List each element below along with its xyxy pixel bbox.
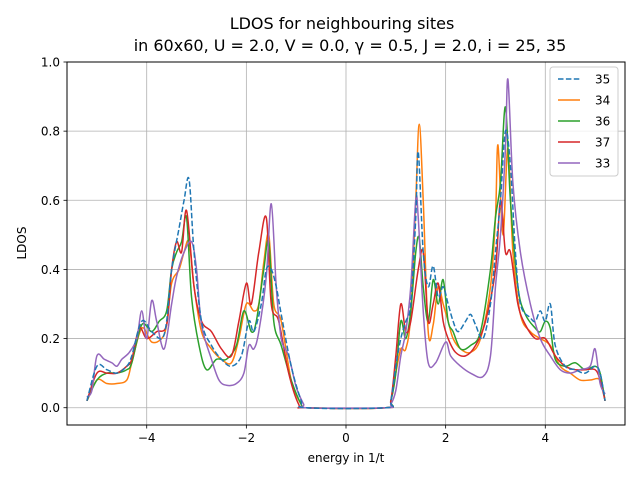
y-tick-label: 1.0 [41, 56, 60, 70]
legend-frame [549, 66, 619, 177]
grid-lines [67, 61, 625, 425]
chart-title: LDOS for neighbouring sites [230, 14, 455, 33]
x-axis-ticks: −4 −2 0 2 4 [138, 425, 549, 445]
x-tick-label: 4 [541, 431, 549, 445]
series-line-35 [86, 129, 606, 410]
series-line-36 [86, 106, 606, 410]
legend-label-35: 35 [595, 73, 610, 87]
chart-subtitle: in 60x60, U = 2.0, V = 0.0, γ = 0.5, J =… [134, 36, 567, 55]
y-tick-label: 0.8 [41, 125, 60, 139]
legend-label-34: 34 [595, 94, 610, 108]
x-tick-label: 0 [342, 431, 350, 445]
x-axis-label: energy in 1/t [308, 451, 385, 465]
y-tick-label: 0.2 [41, 332, 60, 346]
legend: 35 34 36 37 33 [549, 66, 619, 177]
y-axis-ticks: 0.0 0.2 0.4 0.6 0.8 1.0 [41, 56, 67, 415]
x-tick-label: 2 [442, 431, 450, 445]
legend-label-37: 37 [595, 136, 610, 150]
x-tick-label: −2 [238, 431, 256, 445]
x-tick-label: −4 [138, 431, 156, 445]
series-lines [86, 78, 606, 410]
legend-label-36: 36 [595, 115, 610, 129]
y-tick-label: 0.6 [41, 194, 60, 208]
legend-label-33: 33 [595, 157, 610, 171]
y-tick-label: 0.4 [41, 263, 60, 277]
y-axis-label: LDOS [15, 227, 29, 260]
y-tick-label: 0.0 [41, 401, 60, 415]
